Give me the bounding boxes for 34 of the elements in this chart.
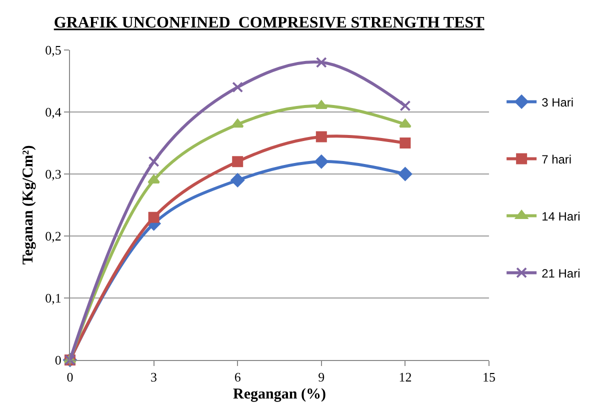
point bbox=[399, 118, 412, 128]
legend-label: 21 Hari bbox=[542, 266, 580, 280]
point bbox=[315, 100, 328, 110]
legend-label: 7 hari bbox=[542, 152, 572, 166]
point bbox=[398, 167, 412, 181]
point bbox=[316, 131, 327, 142]
x-tick-label: 12 bbox=[398, 370, 412, 385]
point bbox=[148, 212, 160, 223]
y-tick-label: 0,2 bbox=[45, 228, 62, 244]
x-tick-label: 0 bbox=[66, 370, 74, 385]
y-tick-label: 0 bbox=[54, 352, 62, 368]
point bbox=[230, 173, 244, 188]
x-tick-label: 9 bbox=[318, 370, 325, 385]
y-tick-label: 0,5 bbox=[45, 42, 62, 58]
point bbox=[232, 82, 244, 93]
y-tick-label: 0,3 bbox=[45, 166, 62, 182]
point bbox=[232, 156, 244, 168]
point bbox=[231, 118, 244, 128]
x-tick-label: 15 bbox=[482, 370, 496, 385]
legend-label: 3 Hari bbox=[542, 95, 574, 110]
point bbox=[314, 154, 328, 168]
y-tick-label: 0,1 bbox=[45, 290, 62, 306]
x-axis-title: Regangan (%) bbox=[233, 386, 326, 403]
point bbox=[316, 56, 327, 68]
point bbox=[148, 156, 160, 168]
legend-label: 14 Hari bbox=[542, 209, 580, 224]
y-tick-label: 0,4 bbox=[45, 104, 62, 120]
y-axis-title: Teganan (Kg/Cm²) bbox=[20, 145, 36, 265]
x-tick-label: 3 bbox=[150, 370, 158, 385]
chart-title: GRAFIK UNCONFINED COMPRESIVE STRENGTH TEST bbox=[54, 14, 485, 32]
point bbox=[148, 174, 160, 184]
point bbox=[400, 100, 411, 112]
point bbox=[400, 138, 411, 148]
x-tick-label: 6 bbox=[234, 370, 242, 385]
